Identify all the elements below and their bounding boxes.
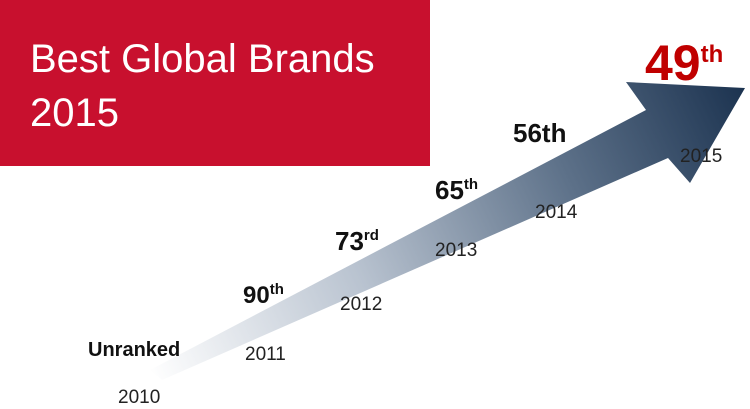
title-box [0,0,430,166]
rank-suffix: th [701,41,724,68]
year: 2012 [340,294,382,315]
rank: Unranked [88,339,180,361]
rank: 56th [513,118,566,148]
rank: 73rd [335,226,379,256]
rank-number: 49 [645,35,701,91]
rank-suffix: th [270,281,284,298]
rank-suffix: th [464,176,478,193]
rank: 49th [645,35,723,91]
year: 2013 [435,240,477,261]
growth-arrow [150,82,745,380]
rank-number: 65 [435,175,464,205]
year: 2015 [680,146,722,167]
rank-number: 73 [335,226,364,256]
title-line: 2015 [30,91,119,135]
title-line: Best Global Brands [30,37,375,81]
rank: 90th [243,281,284,309]
rank-number: 90 [243,282,270,309]
year: 2014 [535,202,578,223]
rank: 65th [435,175,478,205]
rank-suffix: rd [364,227,379,244]
year: 2011 [245,344,286,365]
year: 2010 [118,387,160,408]
